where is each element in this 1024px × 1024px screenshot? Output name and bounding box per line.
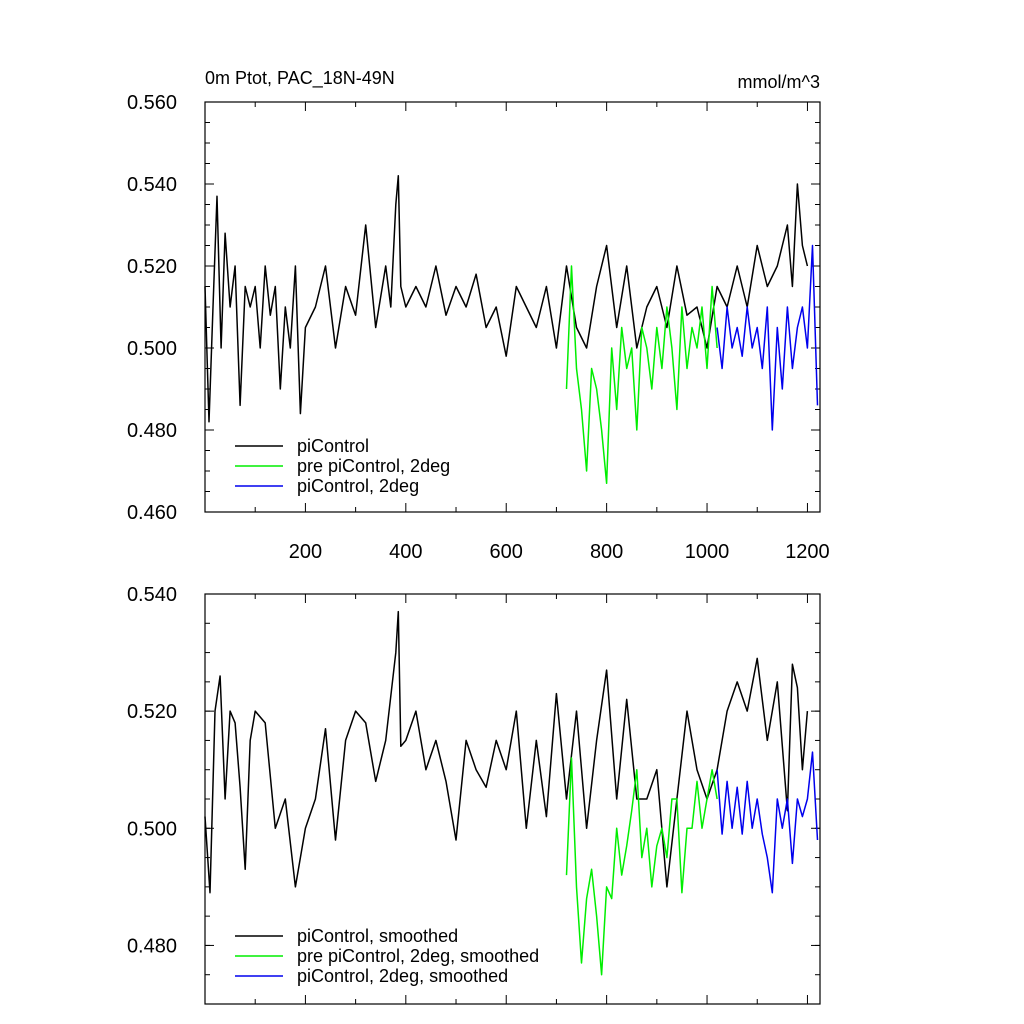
x-tick-label: 1000 <box>685 541 730 563</box>
y-tick-label: 0.500 <box>127 818 177 840</box>
series-line-0 <box>204 610 809 894</box>
chart-title: 0m Ptot, PAC_18N-49N <box>205 68 395 89</box>
series-line-0 <box>204 175 809 423</box>
y-tick-label: 0.480 <box>127 935 177 957</box>
legend-label-1: pre piControl, 2deg <box>297 456 450 476</box>
top-chart: 0m Ptot, PAC_18N-49N mmol/m^3 0.460 0.480… <box>127 68 830 563</box>
bottom-chart: 0.480 0.500 0.520 0.540 piControl, smoothed… <box>127 584 821 1005</box>
series-line-1 <box>565 265 718 485</box>
y-tick-label: 0.460 <box>127 502 177 524</box>
x-tick-label: 200 <box>289 541 322 563</box>
x-tick-label: 800 <box>590 541 623 563</box>
legend-label-0: piControl, smoothed <box>297 926 458 946</box>
y-tick-label: 0.560 <box>127 92 177 114</box>
y-tick-label: 0.520 <box>127 701 177 723</box>
y-tick-labels-top: 0.460 0.480 0.500 0.520 0.540 0.560 <box>127 92 177 524</box>
x-tick-label: 600 <box>490 541 523 563</box>
x-tick-label: 400 <box>389 541 422 563</box>
y-tick-label: 0.540 <box>127 584 177 606</box>
series-group-bottom <box>204 610 819 976</box>
series-line-2 <box>716 751 819 894</box>
series-group-top <box>204 175 819 485</box>
y-tick-label: 0.480 <box>127 420 177 442</box>
legend-label-2: piControl, 2deg, smoothed <box>297 966 508 986</box>
y-tick-label: 0.540 <box>127 174 177 196</box>
y-tick-label: 0.520 <box>127 256 177 278</box>
y-tick-labels-bottom: 0.480 0.500 0.520 0.540 <box>127 584 177 957</box>
legend-label-0: piControl <box>297 436 369 456</box>
series-line-1 <box>565 757 718 976</box>
legend-label-1: pre piControl, 2deg, smoothed <box>297 946 539 966</box>
ticks-bottom <box>205 593 820 1005</box>
units-label: mmol/m^3 <box>738 72 820 92</box>
y-tick-label: 0.500 <box>127 338 177 360</box>
legend-label-2: piControl, 2deg <box>297 476 419 496</box>
series-line-2 <box>716 244 819 431</box>
x-tick-labels-top: 200 400 600 800 1000 1200 <box>289 541 830 563</box>
x-tick-label: 1200 <box>785 541 830 563</box>
ticks-top <box>205 101 820 513</box>
